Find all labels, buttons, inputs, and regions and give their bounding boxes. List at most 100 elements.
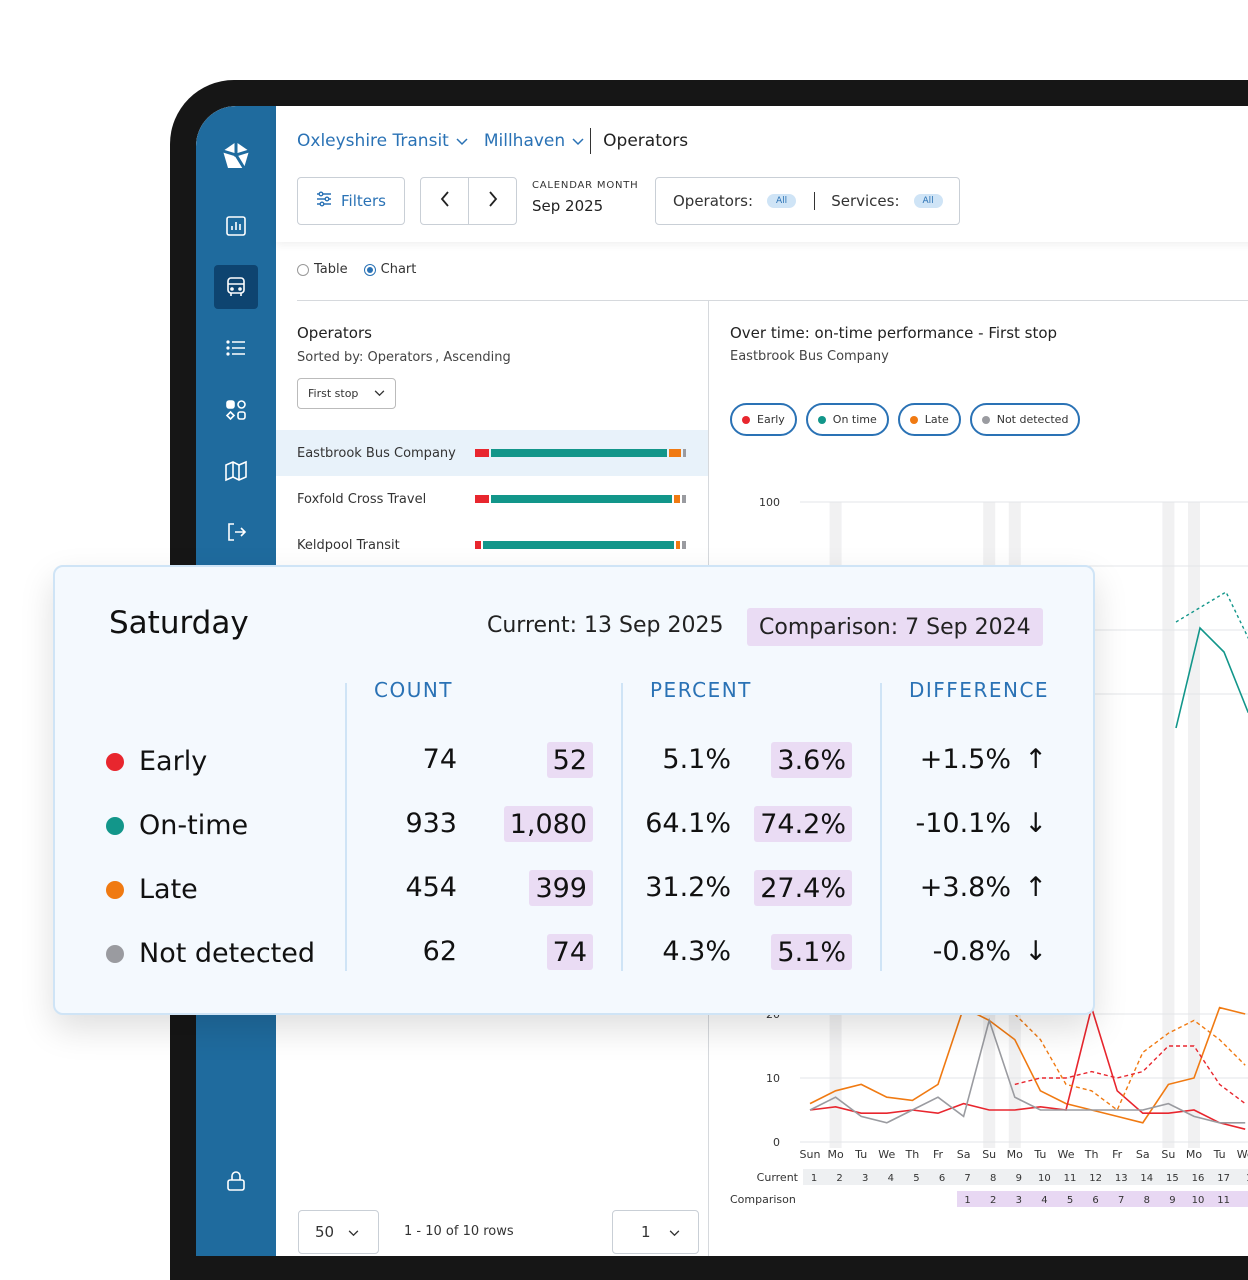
x-day-label: Fr <box>933 1148 944 1161</box>
current-day-number: 1 <box>1246 1173 1248 1184</box>
on-time-segment <box>491 495 672 503</box>
comparison-day-number: 11 <box>1217 1195 1230 1206</box>
current-count: 62 <box>422 936 457 967</box>
next-month-button[interactable] <box>469 178 516 224</box>
divider <box>814 192 816 210</box>
list-icon[interactable] <box>214 326 258 370</box>
current-day-number: 1 <box>811 1173 817 1184</box>
late-segment <box>675 541 680 549</box>
current-day-number: 14 <box>1140 1173 1153 1184</box>
page-size-select[interactable]: 50 <box>298 1210 379 1254</box>
legend-not-detected-toggle[interactable]: Not detected <box>969 403 1081 436</box>
comparison-percent: 27.4% <box>754 870 852 906</box>
chevron-right-icon <box>488 191 498 211</box>
tooltip-row: Not detected 62 74 4.3% 5.1% -0.8% ↓ <box>55 934 1093 974</box>
late-segment <box>668 449 681 457</box>
x-day-label: Tu <box>1213 1148 1226 1161</box>
legend-late-toggle[interactable]: Late <box>897 403 961 436</box>
early-segment <box>475 541 482 549</box>
x-day-label: We <box>1237 1148 1248 1161</box>
comparison-day-number: 9 <box>1169 1195 1175 1206</box>
late-dot-icon <box>909 415 918 424</box>
operator-name: Foxfold Cross Travel <box>297 491 427 507</box>
scope-selector[interactable]: Operators: All Services: All <box>655 177 960 225</box>
app-logo-icon[interactable] <box>214 133 258 177</box>
comparison-days-strip <box>957 1191 1248 1207</box>
current-percent: 64.1% <box>645 808 731 839</box>
table-view-radio[interactable]: Table <box>297 262 348 277</box>
current-percent: 4.3% <box>662 936 731 967</box>
chevron-down-icon <box>572 131 584 151</box>
comparison-day-number: 4 <box>1041 1195 1047 1206</box>
x-day-label: Su <box>1161 1148 1175 1161</box>
comparison-day-number: 1 <box>964 1195 970 1206</box>
services-scope-label: Services: <box>831 192 900 210</box>
services-scope-badge: All <box>913 194 943 208</box>
lock-icon[interactable] <box>214 1159 258 1203</box>
chevron-down-icon <box>374 387 385 400</box>
operator-row[interactable]: Keldpool Transit <box>276 522 708 568</box>
current-count: 454 <box>405 872 457 903</box>
calendar-month-value: Sep 2025 <box>532 197 604 215</box>
status-dot-icon <box>106 817 124 835</box>
series-line-late <box>809 1006 1246 1124</box>
weekend-band <box>1162 502 1175 1148</box>
logout-icon[interactable] <box>214 510 258 554</box>
early-segment <box>475 495 490 503</box>
operator-row[interactable]: Eastbrook Bus Company <box>276 430 708 476</box>
operator-row[interactable]: Foxfold Cross Travel <box>276 476 708 522</box>
x-day-label: Mo <box>827 1148 843 1161</box>
breadcrumb-area[interactable]: Millhaven <box>484 131 584 151</box>
x-day-label: Sa <box>1136 1148 1150 1161</box>
x-day-label: We <box>1058 1148 1075 1161</box>
breadcrumb-divider <box>590 128 592 154</box>
radio-unchecked-icon <box>297 263 309 276</box>
sliders-icon <box>316 191 332 211</box>
y-tick-label: 10 <box>766 1072 780 1085</box>
reports-chart-icon[interactable] <box>214 204 258 248</box>
count-header: COUNT <box>374 678 454 702</box>
legend-on-time-toggle[interactable]: On time <box>805 403 889 436</box>
early-segment <box>475 449 489 457</box>
current-day-number: 11 <box>1064 1173 1077 1184</box>
x-day-label: Sa <box>957 1148 971 1161</box>
status-label: Early <box>139 746 208 777</box>
calendar-month: CALENDAR MONTH Sep 2025 <box>532 180 639 215</box>
shapes-icon[interactable] <box>214 388 258 432</box>
bus-icon[interactable] <box>214 265 258 309</box>
operator-name: Keldpool Transit <box>297 537 400 553</box>
stop-type-value: First stop <box>308 387 359 400</box>
status-dot-icon <box>106 881 124 899</box>
comparison-day-number: 10 <box>1192 1195 1205 1206</box>
operators-panel-title: Operators <box>297 324 372 342</box>
series-line-not-detected <box>809 1017 1246 1124</box>
tooltip-row: Late 454 399 31.2% 27.4% +3.8% ↑ <box>55 870 1093 910</box>
comparison-day-number: 8 <box>1144 1195 1150 1206</box>
comparison-percent: 74.2% <box>754 806 852 842</box>
current-day-number: 9 <box>1016 1173 1022 1184</box>
stop-type-dropdown[interactable]: First stop <box>297 378 396 409</box>
comparison-count: 1,080 <box>503 806 593 842</box>
previous-month-button[interactable] <box>421 178 468 224</box>
x-day-label: Mo <box>1007 1148 1023 1161</box>
breadcrumb-agency[interactable]: Oxleyshire Transit <box>297 131 468 151</box>
tooltip-current-date: Current: 13 Sep 2025 <box>487 613 724 638</box>
on-time-dot-icon <box>817 415 826 424</box>
chart-view-radio[interactable]: Chart <box>363 262 416 277</box>
legend-early-toggle[interactable]: Early <box>730 403 797 436</box>
current-day-number: 16 <box>1192 1173 1205 1184</box>
operators-sort-info: Sorted by: Operators , Ascending <box>297 350 511 365</box>
current-day-number: 15 <box>1166 1173 1179 1184</box>
legend-label: Not detected <box>996 413 1069 426</box>
comparison-day-number: 7 <box>1118 1195 1124 1206</box>
current-day-number: 4 <box>888 1173 894 1184</box>
current-day-number: 13 <box>1115 1173 1128 1184</box>
current-day-number: 12 <box>1089 1173 1102 1184</box>
operators-scope-label: Operators: <box>673 192 754 210</box>
operator-performance-bar <box>475 449 686 457</box>
page-select[interactable]: 1 <box>612 1210 699 1254</box>
map-icon[interactable] <box>214 449 258 493</box>
divider <box>297 300 1248 301</box>
filters-button[interactable]: Filters <box>297 177 405 225</box>
status-dot-icon <box>106 945 124 963</box>
